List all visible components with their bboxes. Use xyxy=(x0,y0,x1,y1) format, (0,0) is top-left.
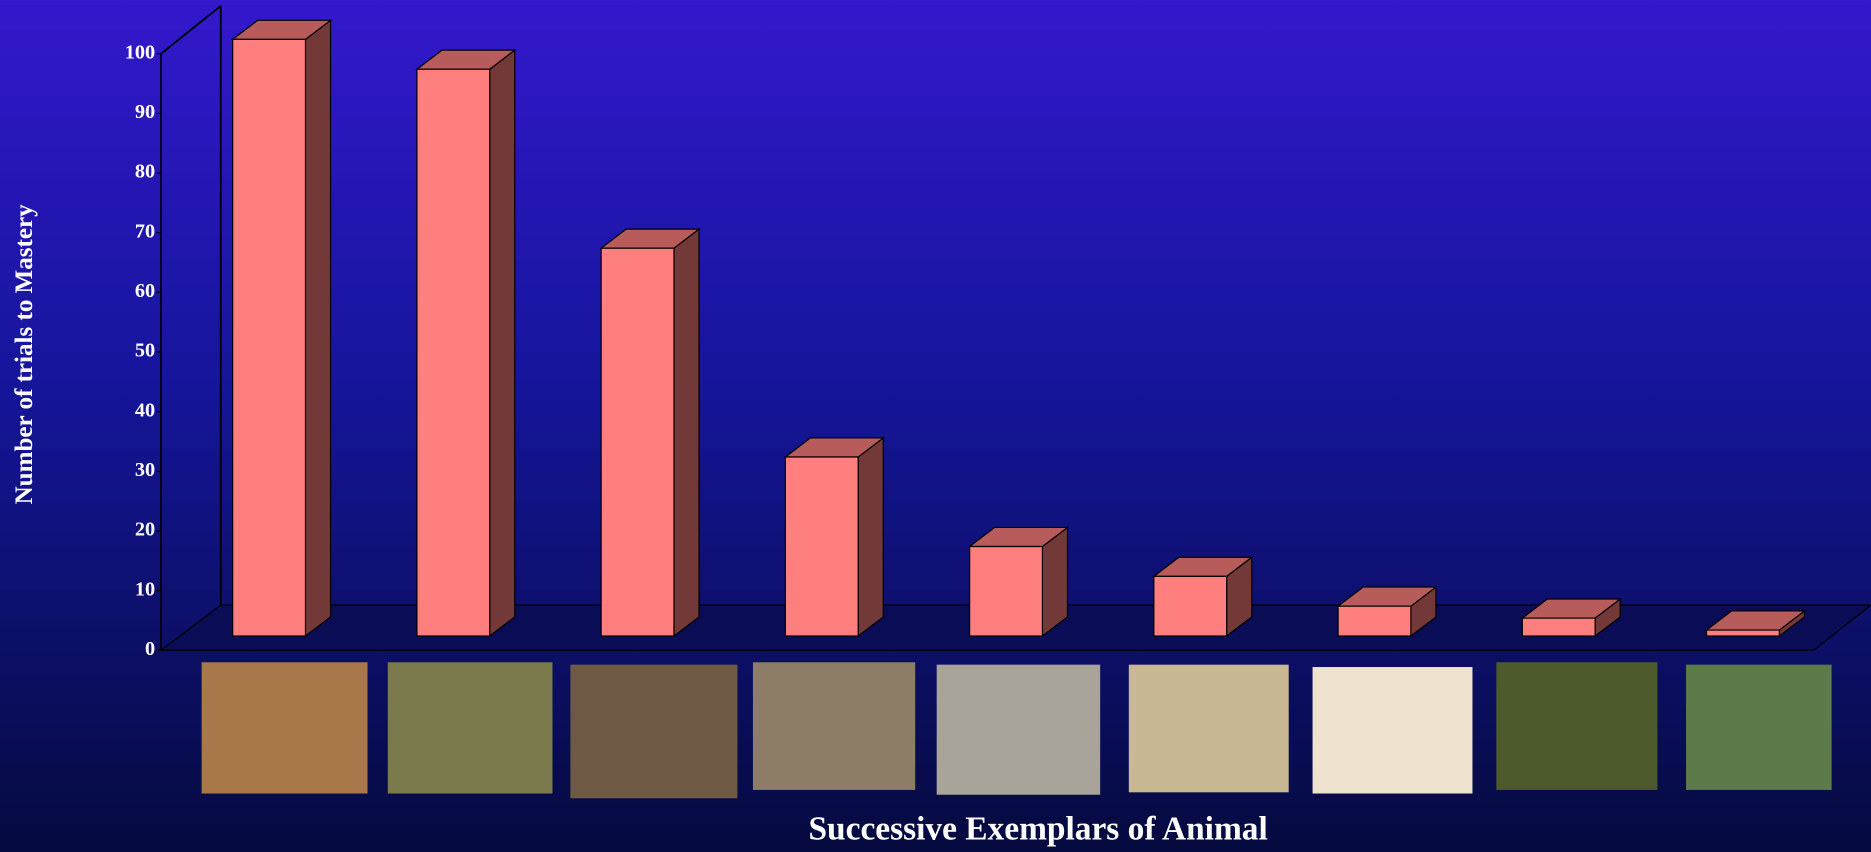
y-tick-label: 80 xyxy=(135,161,155,183)
bar-front xyxy=(600,247,675,637)
bar-side-shade xyxy=(1410,587,1436,637)
bar xyxy=(415,48,517,638)
bar-front xyxy=(232,38,307,637)
y-tick-label: 30 xyxy=(135,459,155,481)
animal-photo xyxy=(1128,664,1289,793)
bar-top-shade xyxy=(232,20,331,40)
bar-side-shade xyxy=(305,20,331,637)
y-axis-label: Number of trials to Mastery xyxy=(11,204,38,505)
y-tick-label: 60 xyxy=(135,280,155,302)
y-tick-label: 50 xyxy=(135,340,155,362)
bar-top-shade xyxy=(1706,610,1805,631)
bar xyxy=(967,526,1070,638)
bar-side-shade xyxy=(1042,527,1068,637)
bar xyxy=(1336,585,1438,638)
bar-top-shade xyxy=(1153,557,1252,577)
animal-photo xyxy=(1496,662,1658,790)
animal-photo xyxy=(1312,667,1473,794)
bar-front xyxy=(1521,617,1596,637)
animal-photo xyxy=(570,664,738,799)
animal-photo xyxy=(752,662,916,790)
bar xyxy=(1520,597,1622,638)
bar xyxy=(1704,609,1807,638)
bar-front xyxy=(969,545,1044,637)
y-tick-label: 70 xyxy=(135,220,155,242)
bar-top-shade xyxy=(1522,599,1621,619)
x-axis-label: Successive Exemplars of Animal xyxy=(808,810,1267,847)
bar-side-shade xyxy=(858,437,884,637)
bar xyxy=(1152,556,1254,638)
bar xyxy=(599,227,701,638)
animal-photo xyxy=(936,664,1101,795)
bar-side-shade xyxy=(1226,557,1252,637)
animal-photo xyxy=(387,662,553,794)
bar-front xyxy=(1153,575,1228,637)
animal-photo xyxy=(1686,664,1832,790)
bar-side-shade xyxy=(489,50,515,637)
bar xyxy=(783,436,886,638)
bar-side-shade xyxy=(1779,610,1805,637)
bar-side-shade xyxy=(1595,599,1621,637)
bar-top-shade xyxy=(416,50,515,70)
animal-photo xyxy=(201,662,368,794)
animal-photos xyxy=(201,662,1832,799)
bar-top-shade xyxy=(785,437,884,458)
bar-front xyxy=(1705,629,1780,637)
y-tick-label: 90 xyxy=(135,101,155,123)
bar-top-shade xyxy=(969,527,1068,547)
bar-top-shade xyxy=(601,229,699,249)
bar-side-shade xyxy=(673,229,699,637)
y-tick-label: 20 xyxy=(135,519,155,541)
bar xyxy=(230,19,333,638)
axis-edge xyxy=(160,5,222,55)
bar-top-shade xyxy=(1338,587,1436,607)
bar-front xyxy=(416,68,491,637)
y-tick-label: 10 xyxy=(135,578,155,600)
y-tick-label: 40 xyxy=(135,399,155,421)
y-tick-label: 0 xyxy=(145,638,155,660)
bar-front xyxy=(1337,605,1412,637)
y-tick-label: 100 xyxy=(125,41,155,63)
bar-front xyxy=(784,456,859,637)
